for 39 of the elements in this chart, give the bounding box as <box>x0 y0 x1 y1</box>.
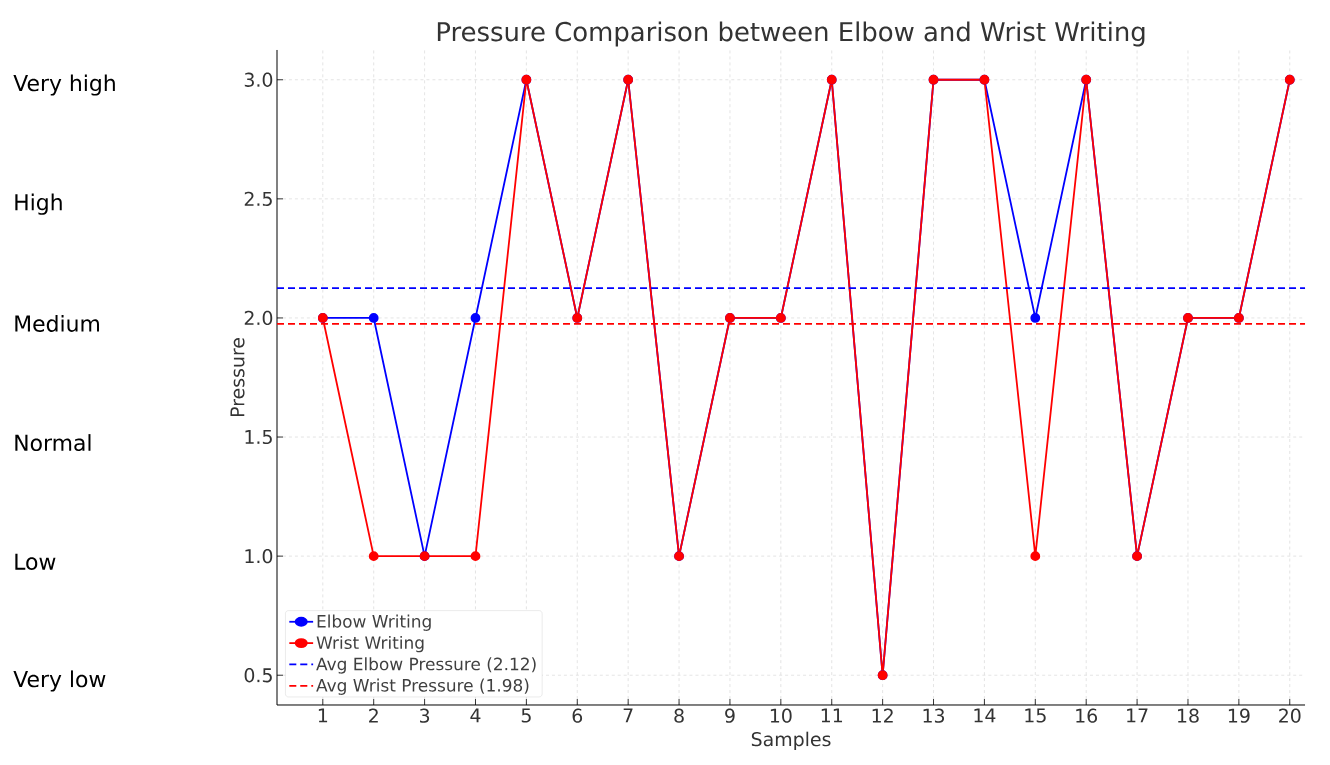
text: Medium <box>15 314 99 332</box>
text: High <box>15 193 62 215</box>
y-tick-label: 0.5 <box>244 668 272 683</box>
text: Low <box>15 553 56 570</box>
x-tick-label: 8 <box>674 708 684 723</box>
x-tick-label: 10 <box>770 708 792 723</box>
x-tick-label: 1 <box>318 708 328 723</box>
legend-label: Wrist Writing <box>316 635 424 653</box>
legend-label: Avg Elbow Pressure (2.12) <box>316 657 536 674</box>
legend-label: Elbow Writing <box>317 614 431 631</box>
x-tick-label: 4 <box>470 708 481 723</box>
y-tick-label: 3.0 <box>244 72 273 87</box>
legend-label: Avg Wrist Pressure (1.98) <box>316 678 529 695</box>
x-axis-title: Samples <box>751 731 831 750</box>
x-tick-label: 11 <box>821 708 843 723</box>
x-tick-label: 19 <box>1228 708 1250 723</box>
x-tick-label: 7 <box>623 708 633 723</box>
x-tick-label: 12 <box>872 708 893 723</box>
x-tick-label: 6 <box>572 708 583 723</box>
x-tick-label: 9 <box>725 708 735 723</box>
text: Very low <box>13 670 106 692</box>
y-tick-label: 1.0 <box>245 548 273 564</box>
text: Normal <box>15 434 91 452</box>
x-tick-label: 3 <box>420 708 430 723</box>
x-tick-label: 2 <box>369 708 378 723</box>
x-tick-label: 14 <box>974 708 996 723</box>
x-tick-label: 16 <box>1076 708 1098 723</box>
text: Very high <box>13 74 115 96</box>
y-tick-label: 2.0 <box>244 310 273 326</box>
x-tick-label: 20 <box>1279 708 1301 723</box>
x-tick-label: 13 <box>923 708 945 723</box>
y-tick-label: 1.5 <box>245 430 272 445</box>
y-tick-label: 2.5 <box>244 191 272 207</box>
x-tick-label: 5 <box>521 708 531 723</box>
x-tick-label: 18 <box>1178 708 1199 723</box>
y-axis-title: Pressure <box>230 338 245 417</box>
chart-title: Pressure Comparison between Elbow and Wrist Writing <box>437 21 1145 47</box>
x-tick-label: 17 <box>1127 708 1148 723</box>
x-tick-label: 15 <box>1025 708 1046 723</box>
